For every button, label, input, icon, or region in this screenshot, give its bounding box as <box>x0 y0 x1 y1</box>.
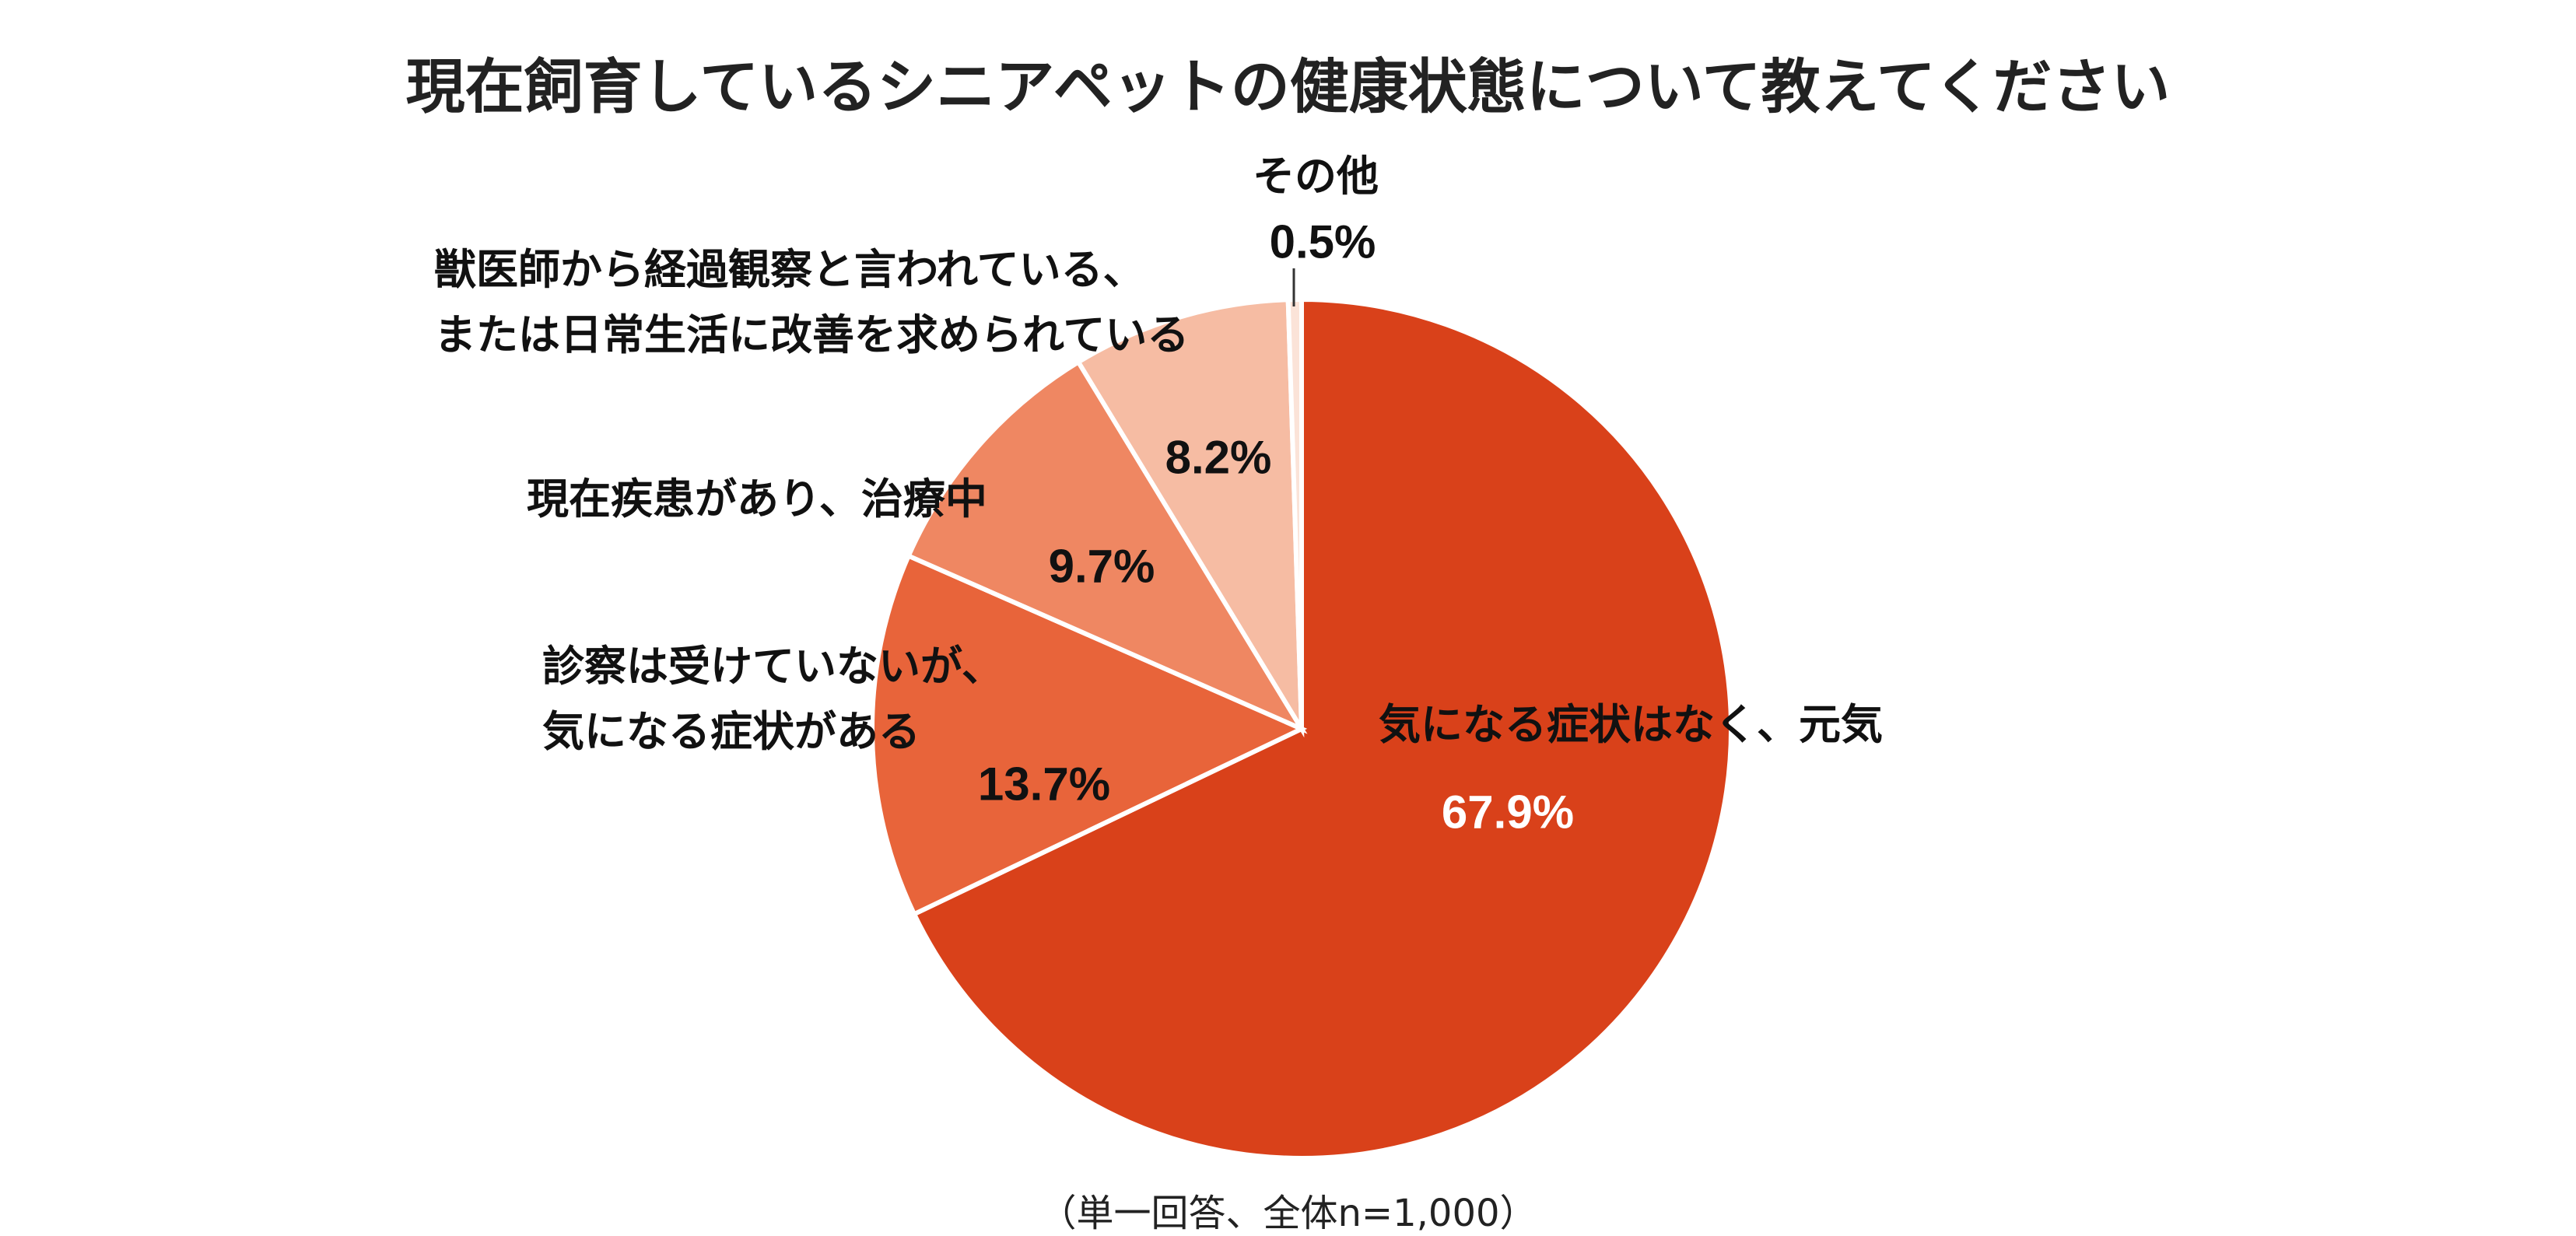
chart-title: 現在飼育しているシニアペットの健康状態について教えてください <box>405 52 2171 121</box>
category-label: 獣医師から経過観察と言われている、 または日常生活に改善を求められている <box>434 245 1190 359</box>
pie-slice <box>911 296 1733 1161</box>
pie-slice <box>905 359 1308 734</box>
footnote: （単一回答、全体n=1,000） <box>1039 1192 1537 1235</box>
category-label: 気になる症状はなく、元気 <box>1379 700 1883 749</box>
value-label: 8.2% <box>1165 431 1272 484</box>
pie-slice <box>870 552 1308 918</box>
value-label: 9.7% <box>1048 540 1155 593</box>
value-label: 0.5% <box>1269 215 1376 268</box>
category-label: 現在疾患があり、治療中 <box>527 474 987 523</box>
pie-slice <box>1074 297 1305 738</box>
category-label: 診察は受けていないが、 気になる症状がある <box>542 642 1004 756</box>
value-label: 13.7% <box>977 758 1111 811</box>
category-label: その他 <box>1253 152 1379 201</box>
value-label: 67.9% <box>1441 786 1575 839</box>
